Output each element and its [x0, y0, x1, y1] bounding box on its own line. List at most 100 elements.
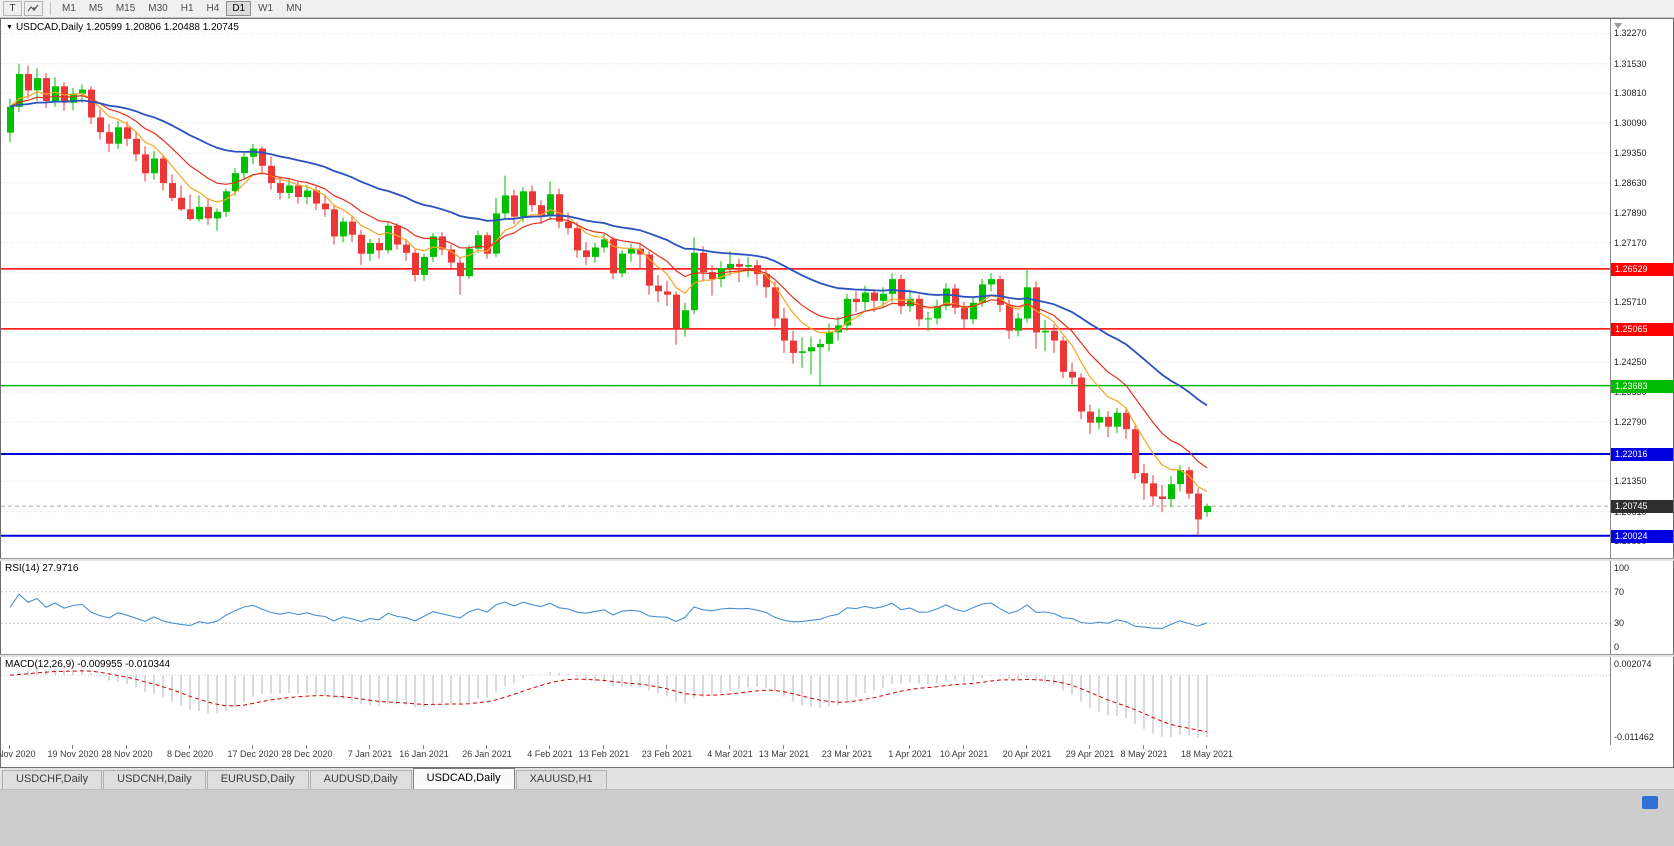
timeframe-button-m1[interactable]: M1: [62, 3, 76, 14]
macd-indicator-label: MACD(12,26,9) -0.009955 -0.010344: [5, 659, 170, 670]
date-axis-label: 23 Mar 2021: [821, 749, 873, 759]
timeframe-button-d1[interactable]: D1: [226, 1, 252, 16]
rsi-axis-label: 30: [1614, 618, 1625, 629]
date-axis-label: 20 Apr 2021: [1002, 749, 1052, 759]
rsi-line: [9, 593, 1208, 629]
date-axis-tick: [72, 745, 73, 749]
chart-symbol-period: USDCAD,Daily: [15, 22, 84, 33]
price-level-tag: 1.26529: [1611, 262, 1673, 276]
chart-tabs-bar: USDCHF,Daily USDCNH,Daily EURUSD,Daily AUDU…: [0, 768, 1674, 790]
price-axis-label: 1.30090: [1614, 117, 1647, 128]
macd-histogram: [18, 668, 1208, 738]
timeframe-button-h1[interactable]: H1: [180, 3, 194, 14]
pane-divider[interactable]: [0, 654, 1674, 657]
price-level-tag: 1.20024: [1611, 529, 1673, 543]
templates-button-label: T: [9, 3, 16, 14]
date-axis-tick: [729, 745, 730, 749]
moving-average-lines: [9, 91, 1208, 493]
polyline-chart-icon: [28, 4, 39, 12]
date-axis-label: 8 May 2021: [1120, 749, 1168, 759]
date-axis-label: 13 Feb 2021: [578, 749, 630, 759]
date-axis-tick: [666, 745, 667, 749]
date-axis-tick: [963, 745, 964, 749]
tab-scroll-button[interactable]: [1642, 796, 1658, 809]
price-axis-label: 1.21350: [1614, 476, 1647, 487]
date-axis-tick: [1026, 745, 1027, 749]
pane-divider[interactable]: [0, 558, 1674, 561]
toolbar: T ▾ M1 M5 M15 M30 H1 H4 D1 W1 MN: [0, 0, 1674, 18]
grid-lines: [1, 32, 1610, 542]
date-axis-tick: [846, 745, 847, 749]
date-axis-label: 23 Feb 2021: [641, 749, 693, 759]
timeframe-button-w1[interactable]: W1: [258, 3, 274, 14]
date-axis-label: 19 Nov 2020: [47, 749, 99, 759]
date-axis-label: 18 May 2021: [1180, 749, 1234, 759]
date-axis-tick: [9, 745, 10, 749]
rsi-name: RSI(14): [5, 563, 40, 574]
chart-tab-eurusd-daily[interactable]: EURUSD,Daily: [206, 770, 309, 789]
price-axis-label: 1.27170: [1614, 237, 1647, 248]
macd-current-values: -0.009955 -0.010344: [77, 659, 171, 670]
price-axis-label: 1.31530: [1614, 58, 1647, 69]
date-axis-label: 29 Apr 2021: [1065, 749, 1115, 759]
chart-tab-usdcad-daily[interactable]: USDCAD,Daily: [412, 768, 515, 789]
date-axis-label: 13 Mar 2021: [758, 749, 810, 759]
price-level-tag: 1.22016: [1611, 447, 1673, 461]
date-axis-label: 8 Dec 2020: [166, 749, 214, 759]
rsi-pane[interactable]: [1, 561, 1610, 654]
price-level-tag: 1.23683: [1611, 379, 1673, 393]
chart-tab-usdcnh-daily[interactable]: USDCNH,Daily: [103, 770, 206, 789]
rsi-axis-label: 100: [1614, 563, 1630, 573]
date-axis-label: 4 Feb 2021: [527, 749, 573, 759]
date-axis-tick: [909, 745, 910, 749]
price-axis-separator: [1610, 19, 1611, 745]
templates-button[interactable]: T: [3, 1, 22, 16]
date-axis-tick: [549, 745, 550, 749]
one-click-trading-arrow-icon[interactable]: ▼: [6, 24, 13, 31]
price-axis-label: 1.32270: [1614, 28, 1647, 39]
price-axis-label: 1.27890: [1614, 208, 1647, 219]
date-axis-tick: [603, 745, 604, 749]
main-price-pane[interactable]: [1, 19, 1610, 558]
timeframe-button-mn[interactable]: MN: [286, 3, 302, 14]
timeframe-button-m5[interactable]: M5: [88, 3, 103, 14]
axis-scroll-arrow-icon[interactable]: [1614, 23, 1622, 29]
price-axis-label: 1.30810: [1614, 88, 1647, 99]
date-axis-label: 26 Jan 2021: [462, 749, 512, 759]
rsi-axis-label: 70: [1614, 586, 1625, 597]
date-axis-tick: [1206, 745, 1207, 749]
macd-signal-line: [9, 670, 1208, 733]
status-area: [0, 790, 1674, 846]
rsi-current-value: 27.9716: [42, 563, 79, 574]
date-axis-label: 1 Apr 2021: [888, 749, 932, 759]
chart-tab-xauusd-h1[interactable]: XAUUSD,H1: [515, 770, 607, 789]
date-axis-tick: [1089, 745, 1090, 749]
date-axis-tick: [423, 745, 424, 749]
chart-tab-usdchf-daily[interactable]: USDCHF,Daily: [2, 770, 103, 789]
chart-ohlc-values: 1.20599 1.20806 1.20488 1.20745: [85, 22, 239, 33]
date-axis-tick: [486, 745, 487, 749]
date-axis-label: 17 Dec 2020: [227, 749, 279, 759]
indicators-dropdown-button[interactable]: ▾: [24, 1, 43, 16]
date-axis-label: 16 Jan 2021: [399, 749, 449, 759]
macd-name: MACD(12,26,9): [5, 659, 75, 670]
price-axis-label: 1.22790: [1614, 417, 1647, 428]
date-axis-tick: [306, 745, 307, 749]
toolbar-separator: [50, 2, 51, 15]
date-axis-label: 10 Nov 2020: [0, 749, 36, 759]
timeframe-button-m30[interactable]: M30: [148, 3, 168, 14]
macd-axis-label: -0.011462: [1614, 732, 1654, 742]
horizontal-level-lines[interactable]: [1, 268, 1610, 537]
date-axis-tick: [369, 745, 370, 749]
timeframe-button-m15[interactable]: M15: [115, 3, 136, 14]
price-level-tag: 1.25065: [1611, 322, 1673, 336]
timeframe-group: M1 M5 M15 M30 H1 H4 D1 W1 MN: [56, 1, 309, 16]
date-axis-label: 7 Jan 2021: [347, 749, 393, 759]
chart-tab-audusd-daily[interactable]: AUDUSD,Daily: [309, 770, 412, 789]
macd-pane[interactable]: [1, 657, 1610, 745]
date-axis-label: 10 Apr 2021: [939, 749, 989, 759]
macd-axis-label: 0.002074: [1614, 659, 1652, 669]
date-axis-tick: [252, 745, 253, 749]
timeframe-button-h4[interactable]: H4: [206, 3, 220, 14]
